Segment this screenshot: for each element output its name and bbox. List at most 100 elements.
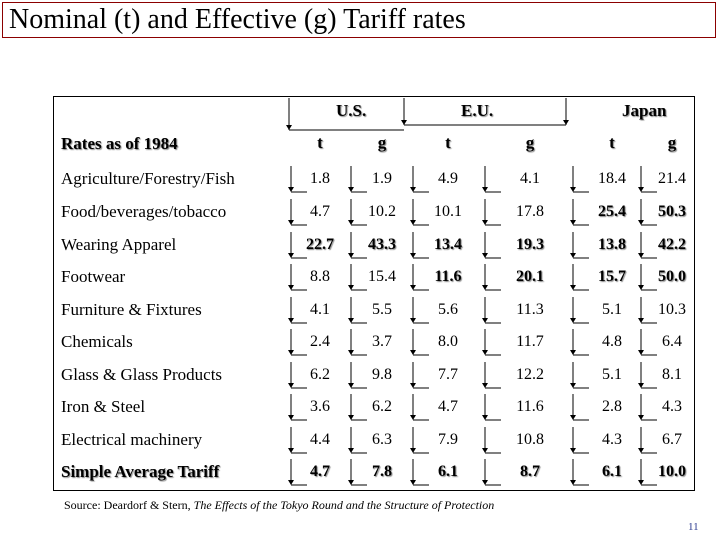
table-cell: 7.9 — [438, 431, 458, 448]
table-cell: 4.7 — [310, 463, 330, 480]
row-label: Agriculture/Forestry/Fish — [61, 169, 235, 188]
arrow-head-icon — [288, 285, 294, 290]
arrow-head-icon — [410, 350, 416, 355]
table-cell: 15.4 — [368, 268, 396, 285]
table-cell: 2.8 — [602, 398, 622, 415]
arrow-head-icon — [638, 415, 644, 420]
table-cell: 25.4 — [598, 203, 626, 220]
arrow-head-icon — [638, 350, 644, 355]
group-header-japan: Japan — [622, 101, 667, 120]
arrow-head-icon — [348, 220, 354, 225]
table-cell: 1.8 — [310, 170, 330, 187]
table-cell: 8.1 — [662, 366, 682, 383]
table-cell: 5.5 — [372, 301, 392, 318]
table-cell: 18.4 — [598, 170, 626, 187]
arrow-head-icon — [638, 253, 644, 258]
row-label: Simple Average Tariff — [61, 462, 220, 481]
arrow-head-icon — [348, 350, 354, 355]
arrow-head-icon — [288, 318, 294, 323]
column-header: t — [609, 133, 615, 152]
source-title: The Effects of the Tokyo Round and the S… — [193, 498, 495, 512]
arrow-head-icon — [348, 187, 354, 192]
arrow-head-icon — [638, 285, 644, 290]
arrow-head-icon — [410, 187, 416, 192]
arrow-head-icon — [570, 415, 576, 420]
row-label: Iron & Steel — [61, 397, 146, 416]
source-citation: Source: Deardorf & Stern, The Effects of… — [64, 498, 494, 513]
table-cell: 4.4 — [310, 431, 330, 448]
table-cell: 11.7 — [516, 333, 544, 350]
arrow-head-icon — [288, 415, 294, 420]
arrow-head-icon — [570, 480, 576, 485]
arrow-head-icon — [410, 285, 416, 290]
table-cell: 4.8 — [602, 333, 622, 350]
table-cell: 6.1 — [602, 463, 622, 480]
table-cell: 19.3 — [516, 236, 544, 253]
arrow-head-icon — [482, 253, 488, 258]
table-cell: 4.1 — [520, 170, 540, 187]
arrow-head-icon — [570, 318, 576, 323]
table-cell: 21.4 — [658, 170, 686, 187]
table-cell: 7.7 — [438, 366, 458, 383]
table-cell: 6.2 — [310, 366, 330, 383]
arrow-head-icon — [482, 415, 488, 420]
row-label: Furniture & Fixtures — [61, 300, 202, 319]
group-header-us: U.S. — [336, 101, 367, 120]
arrow-head-icon — [638, 220, 644, 225]
table-cell: 8.0 — [438, 333, 458, 350]
column-header: t — [445, 133, 451, 152]
arrow-head-icon — [348, 253, 354, 258]
table-cell: 10.8 — [516, 431, 544, 448]
table-cell: 50.3 — [658, 203, 686, 220]
arrow-head-icon — [348, 318, 354, 323]
arrow-head-icon — [570, 187, 576, 192]
arrow-head-icon — [288, 220, 294, 225]
row-label: Electrical machinery — [61, 430, 203, 449]
arrow-head-icon — [348, 285, 354, 290]
arrow-head-icon — [348, 480, 354, 485]
table-cell: 10.0 — [658, 463, 686, 480]
table-cell: 42.2 — [658, 236, 686, 253]
arrow-head-icon — [348, 383, 354, 388]
arrow-head-icon — [288, 448, 294, 453]
arrow-head-icon — [410, 220, 416, 225]
arrow-head-icon — [570, 220, 576, 225]
arrow-head-icon — [288, 187, 294, 192]
table-cell: 6.4 — [662, 333, 682, 350]
arrow-head-icon — [482, 285, 488, 290]
table-cell: 4.9 — [438, 170, 458, 187]
row-label: Glass & Glass Products — [61, 365, 223, 384]
column-header: g — [377, 133, 387, 152]
table-cell: 3.6 — [310, 398, 330, 415]
table-cell: 11.6 — [516, 398, 544, 415]
table-cell: 1.9 — [372, 170, 392, 187]
table-cell: 10.3 — [658, 301, 686, 318]
arrow-head-icon — [482, 383, 488, 388]
table-cell: 6.7 — [662, 431, 682, 448]
table-cell: 5.6 — [438, 301, 458, 318]
table-cell: 12.2 — [516, 366, 544, 383]
arrow-head-icon — [638, 448, 644, 453]
arrow-head-icon — [570, 350, 576, 355]
table-cell: 50.0 — [658, 268, 686, 285]
row-label: Footwear — [61, 267, 126, 286]
arrow-head-icon — [638, 187, 644, 192]
corner-label: Rates as of 1984 — [61, 134, 178, 153]
arrow-head-icon — [288, 383, 294, 388]
table-cell: 3.7 — [372, 333, 392, 350]
arrow-head-icon — [482, 480, 488, 485]
table-cell: 8.7 — [520, 463, 540, 480]
table-cell: 4.1 — [310, 301, 330, 318]
title-box: Nominal (t) and Effective (g) Tariff rat… — [2, 2, 716, 38]
table-cell: 43.3 — [368, 236, 396, 253]
table-cell: 15.7 — [598, 268, 626, 285]
table-cell: 11.3 — [516, 301, 544, 318]
table-cell: 11.6 — [434, 268, 462, 285]
table-cell: 4.7 — [310, 203, 330, 220]
table-cell: 4.7 — [438, 398, 458, 415]
column-header: t — [317, 133, 323, 152]
arrow-head-icon — [410, 480, 416, 485]
arrow-head-icon — [638, 480, 644, 485]
arrow-head-icon — [482, 318, 488, 323]
